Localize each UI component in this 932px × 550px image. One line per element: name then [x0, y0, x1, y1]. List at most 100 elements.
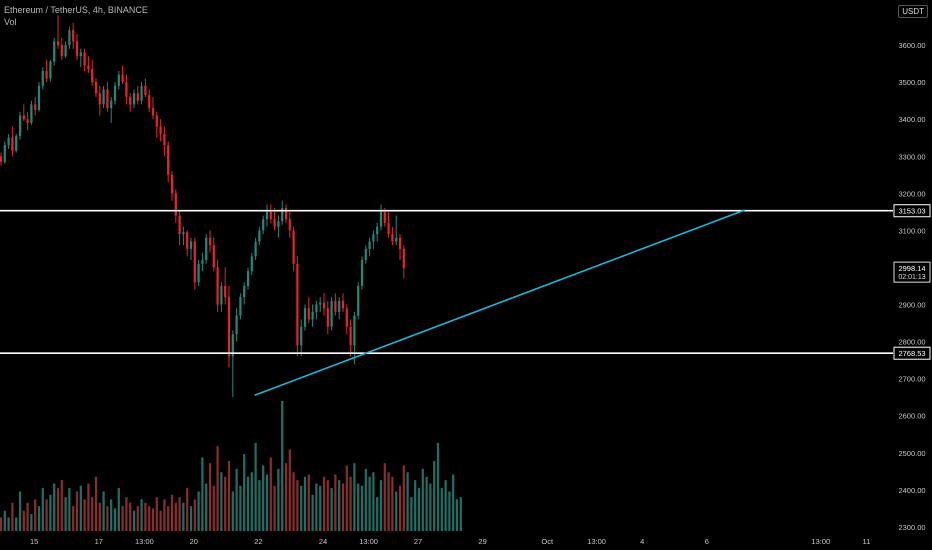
candle-body [18, 115, 22, 136]
candle-body [98, 93, 101, 105]
candle-body [322, 302, 326, 309]
volume-bar [455, 499, 459, 531]
candle-body [319, 302, 322, 305]
candle-body [125, 82, 128, 97]
candle-body [216, 267, 219, 305]
candle-body [68, 30, 71, 46]
candle-body [49, 61, 52, 79]
candle-body [110, 100, 113, 109]
volume-bar [296, 480, 299, 531]
x-tick-label: 13:00 [811, 537, 830, 546]
candle-body [159, 126, 162, 135]
candle-body [372, 234, 375, 242]
volume-bar [110, 499, 113, 531]
volume-bar [178, 497, 181, 531]
volume-bar [330, 488, 333, 531]
candle-body [3, 145, 6, 162]
candle-body [269, 211, 272, 220]
volume-bar [121, 506, 124, 531]
volume-bar [227, 460, 231, 531]
x-tick-label: 6 [705, 537, 709, 546]
candle-body [360, 260, 364, 286]
volume-bar [300, 485, 303, 531]
candle-body [239, 297, 242, 316]
volume-bar [459, 497, 462, 531]
candle-body [102, 89, 105, 105]
candle-body [208, 237, 212, 246]
candle-body [357, 285, 360, 316]
x-tick-label: 4 [640, 537, 644, 546]
candle-body [345, 308, 348, 327]
candle-body [383, 211, 386, 223]
volume-bar [53, 483, 56, 531]
candle-body [45, 71, 48, 79]
volume-bar [41, 488, 44, 531]
candle-body [7, 137, 10, 146]
candle-body [224, 285, 227, 298]
volume-bar [307, 474, 310, 531]
volume-bar [402, 465, 405, 531]
candle-body [167, 145, 170, 175]
volume-bar [102, 491, 105, 531]
candle-body [170, 174, 174, 194]
volume-bar [208, 463, 212, 531]
volume-bar [391, 476, 394, 531]
candle-body [258, 230, 261, 242]
candle-body [64, 45, 67, 57]
x-tick-label: 13:00 [359, 537, 378, 546]
volume-bar [277, 468, 280, 531]
volume-bar [440, 488, 443, 531]
volume-bar [338, 480, 341, 531]
y-tick-label: 2800.00 [898, 338, 925, 347]
candle-body [15, 135, 18, 151]
candle-body [265, 211, 269, 220]
candle-body [37, 85, 41, 110]
candle-body [34, 104, 37, 110]
candle-body [163, 134, 166, 146]
volume-bar [83, 499, 86, 531]
volume-bar [155, 497, 158, 531]
candle-body [117, 74, 120, 86]
y-tick-label: 2700.00 [898, 375, 925, 384]
volume-bar [421, 468, 424, 531]
candle-body [296, 263, 299, 346]
x-tick-label: 17 [95, 537, 103, 546]
candle-body [155, 115, 158, 127]
volume-bar [345, 465, 348, 531]
volume-bar [341, 483, 345, 531]
volume-bar [125, 497, 128, 531]
y-tick-label: 2900.00 [898, 301, 925, 310]
volume-bar [182, 502, 185, 531]
volume-bar [364, 468, 367, 531]
volume-bar [433, 460, 436, 531]
volume-bar [265, 474, 269, 531]
candle-body [186, 232, 189, 249]
y-tick-label: 3100.00 [898, 226, 925, 235]
candle-body [231, 334, 234, 357]
volume-bar [395, 491, 398, 531]
volume-bar [243, 454, 246, 531]
volume-bar [292, 472, 295, 531]
candle-body [205, 237, 208, 261]
candle-body [398, 237, 402, 249]
volume-bar [239, 485, 242, 531]
candle-body [148, 95, 151, 109]
volume-bar [452, 474, 455, 531]
candle-body [303, 308, 307, 327]
currency-badge[interactable]: USDT [898, 5, 928, 18]
y-tick-label: 3600.00 [898, 41, 925, 50]
candle-body [197, 263, 200, 283]
candle-body [281, 208, 284, 222]
x-tick-label: 27 [414, 537, 422, 546]
candle-body [334, 300, 337, 312]
volume-bar [151, 508, 155, 531]
level-price-tag [893, 204, 931, 218]
candle-body [368, 241, 371, 249]
candle-body [22, 115, 25, 120]
x-tick-label: Oct [541, 537, 554, 546]
candle-body [132, 93, 136, 105]
volume-bar [64, 497, 67, 531]
volume-bar [288, 449, 291, 531]
candle-body [254, 241, 257, 257]
